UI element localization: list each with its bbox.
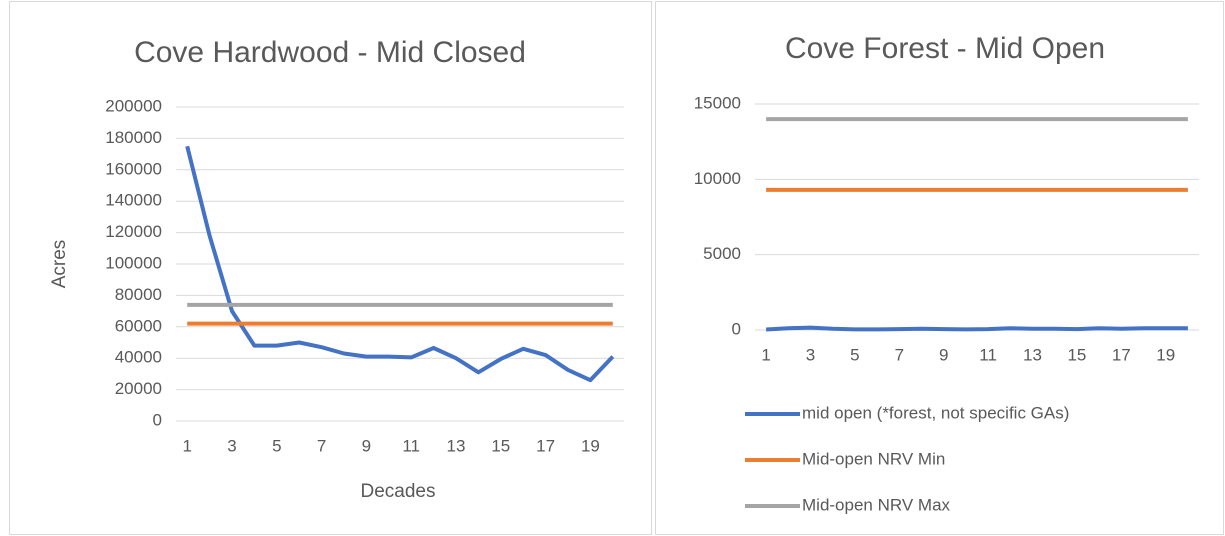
x-tick-label: 13 bbox=[1023, 345, 1042, 364]
y-tick-label: 15000 bbox=[694, 93, 741, 112]
chart-title: Cove Hardwood - Mid Closed bbox=[134, 36, 526, 69]
y-tick-label: 0 bbox=[732, 319, 741, 338]
y-tick-label: 10000 bbox=[694, 169, 741, 188]
x-tick-label: 9 bbox=[362, 436, 371, 455]
x-tick-label: 1 bbox=[761, 345, 770, 364]
x-tick-label: 9 bbox=[939, 345, 948, 364]
y-tick-label: 180000 bbox=[105, 128, 162, 147]
x-tick-label: 7 bbox=[317, 436, 326, 455]
y-tick-label: 160000 bbox=[105, 159, 162, 178]
y-tick-label: 200000 bbox=[105, 96, 162, 115]
y-tick-label: 60000 bbox=[115, 316, 162, 335]
series-line bbox=[185, 145, 615, 383]
y-tick-label: 40000 bbox=[115, 348, 162, 367]
x-tick-label: 19 bbox=[581, 436, 600, 455]
x-tick-label: 15 bbox=[491, 436, 510, 455]
chart-frame bbox=[9, 1, 652, 535]
x-tick-label: 13 bbox=[447, 436, 466, 455]
legend-label: Mid-open NRV Min bbox=[802, 449, 945, 468]
x-axis-label: Decades bbox=[361, 481, 436, 502]
y-tick-label: 5000 bbox=[703, 244, 741, 263]
chart-frame bbox=[655, 1, 1224, 535]
y-axis-label: Acres bbox=[49, 240, 70, 289]
x-tick-label: 7 bbox=[895, 345, 904, 364]
x-tick-label: 3 bbox=[227, 436, 236, 455]
y-tick-label: 20000 bbox=[115, 379, 162, 398]
x-tick-label: 19 bbox=[1156, 345, 1175, 364]
x-tick-label: 5 bbox=[272, 436, 281, 455]
y-tick-label: 80000 bbox=[115, 285, 162, 304]
x-tick-label: 17 bbox=[1112, 345, 1131, 364]
chart-title: Cove Forest - Mid Open bbox=[785, 32, 1105, 65]
series-line bbox=[765, 325, 1188, 332]
x-tick-label: 5 bbox=[850, 345, 859, 364]
x-tick-label: 1 bbox=[182, 436, 191, 455]
legend-label: mid open (*forest, not specific GAs) bbox=[802, 403, 1069, 422]
x-tick-label: 3 bbox=[806, 345, 815, 364]
y-tick-label: 0 bbox=[153, 410, 162, 429]
x-tick-label: 15 bbox=[1067, 345, 1086, 364]
x-tick-label: 11 bbox=[402, 436, 420, 455]
y-tick-label: 100000 bbox=[105, 253, 162, 272]
legend-label: Mid-open NRV Max bbox=[802, 495, 951, 514]
x-tick-label: 17 bbox=[536, 436, 555, 455]
y-tick-label: 120000 bbox=[105, 222, 162, 241]
x-tick-label: 11 bbox=[979, 345, 997, 364]
y-tick-label: 140000 bbox=[105, 191, 162, 210]
